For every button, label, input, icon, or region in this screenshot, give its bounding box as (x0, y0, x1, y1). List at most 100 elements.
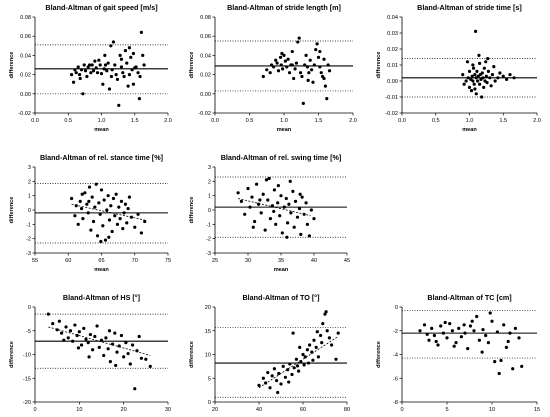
data-point (90, 195, 94, 199)
data-point (261, 74, 265, 79)
data-point (131, 82, 136, 86)
data-point (125, 221, 129, 225)
data-point (69, 73, 74, 77)
data-point (484, 60, 488, 64)
data-point (473, 87, 477, 91)
data-point (46, 312, 50, 316)
data-point (95, 234, 100, 238)
data-point (99, 188, 104, 192)
data-point (286, 57, 290, 61)
y-axis-label: difference (189, 52, 195, 79)
data-point (472, 329, 476, 333)
data-point (55, 328, 59, 332)
data-point (276, 390, 280, 395)
data-point (286, 221, 290, 225)
x-tick-label: 15 (534, 407, 540, 413)
data-point (324, 310, 328, 314)
y-tick-label: 0.03 (387, 31, 398, 37)
data-point (118, 217, 122, 221)
data-point (439, 324, 443, 328)
data-point (87, 355, 91, 359)
data-point (79, 343, 84, 347)
data-point (310, 350, 314, 354)
data-point (95, 324, 99, 328)
data-point (297, 36, 301, 40)
chart-title: Bland-Altman of stride time [s] (417, 3, 522, 12)
data-point (121, 227, 125, 231)
chart-panel: Bland-Altman of rel. stance time [%] 55 60… (9, 153, 171, 273)
chart-title: Bland-Altman of TC [cm] (427, 293, 511, 302)
data-point (448, 322, 452, 326)
chart-title: Bland-Altman of rel. swing time [%] (221, 153, 342, 162)
data-point (272, 367, 276, 371)
x-tick-label: 40 (256, 407, 262, 413)
data-point (302, 363, 306, 367)
data-point (298, 71, 303, 75)
data-point (432, 333, 436, 338)
data-point (136, 212, 140, 216)
data-point (108, 360, 112, 364)
data-point (82, 326, 86, 330)
data-point (144, 357, 148, 361)
data-point (250, 195, 254, 199)
data-point (236, 191, 240, 195)
data-point (281, 67, 285, 71)
data-point (318, 49, 322, 54)
y-tick-label: -20 (23, 400, 31, 406)
data-point (127, 195, 132, 199)
data-point (477, 53, 481, 58)
data-point (490, 73, 495, 77)
data-point (99, 338, 104, 342)
data-point (251, 225, 255, 229)
y-tick-label: -15 (23, 376, 31, 382)
data-point (246, 186, 250, 191)
x-tick-label: 0.0 (398, 118, 406, 124)
data-point (133, 225, 137, 229)
data-point (280, 51, 284, 56)
x-tick-label: 2.0 (533, 118, 541, 124)
data-point (471, 66, 476, 70)
data-point (288, 362, 292, 366)
data-point (68, 329, 73, 333)
data-point (119, 199, 124, 203)
y-tick-label: -8 (393, 400, 398, 406)
data-point (85, 202, 89, 206)
data-point (98, 212, 102, 216)
data-point (87, 199, 91, 203)
data-point (134, 65, 138, 69)
data-point (311, 80, 315, 84)
y-tick-label: -6 (393, 376, 398, 382)
data-point (76, 346, 81, 350)
data-point (93, 334, 97, 339)
data-point (478, 82, 482, 86)
data-point (306, 361, 311, 365)
data-point (441, 331, 445, 335)
data-point (287, 380, 291, 384)
data-point (291, 331, 295, 335)
data-point (84, 337, 88, 341)
data-point (450, 329, 454, 333)
data-point (97, 201, 101, 205)
y-tick-label: -3 (206, 251, 211, 257)
y-tick-label: 0.08 (200, 15, 211, 21)
data-point (78, 199, 82, 203)
data-point (141, 53, 145, 58)
data-point (80, 192, 84, 196)
data-point (475, 314, 479, 319)
data-point (131, 51, 136, 56)
data-point (275, 379, 279, 383)
data-point (282, 53, 286, 58)
data-point (321, 322, 325, 326)
data-point (74, 71, 78, 75)
data-point (117, 103, 121, 107)
data-point (64, 325, 68, 329)
data-point (281, 364, 285, 368)
data-point (285, 65, 289, 69)
x-tick-label: 25 (212, 258, 218, 264)
data-point (285, 235, 289, 239)
y-tick-label: 20 (205, 305, 211, 311)
data-point (473, 29, 478, 33)
data-point (304, 201, 308, 205)
data-point (106, 347, 110, 351)
